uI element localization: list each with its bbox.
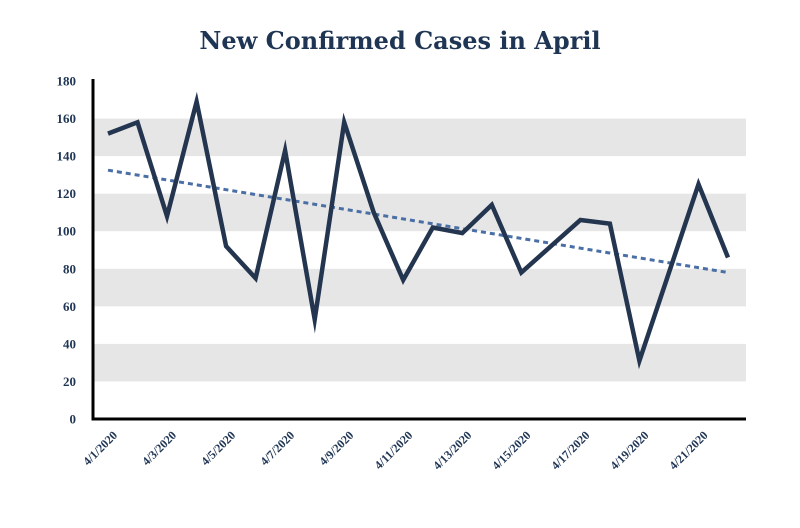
grid-band bbox=[93, 343, 746, 382]
y-tick-label: 120 bbox=[57, 186, 77, 201]
y-tick-label: 180 bbox=[57, 74, 77, 89]
y-tick-label: 20 bbox=[63, 374, 76, 389]
axes bbox=[91, 79, 746, 421]
x-tick-label: 4/3/2020 bbox=[139, 428, 179, 468]
x-tick-label: 4/7/2020 bbox=[257, 428, 297, 468]
grid-band bbox=[93, 193, 746, 232]
x-tick-label: 4/17/2020 bbox=[548, 428, 592, 472]
y-tick-label: 80 bbox=[63, 261, 76, 276]
series-layer bbox=[107, 91, 731, 370]
grid-band bbox=[93, 268, 746, 307]
x-axis-tick-labels: 4/1/2020 4/3/2020 4/5/2020 4/7/2020 4/9/2020… bbox=[80, 428, 711, 472]
x-tick-label: 4/1/2020 bbox=[80, 428, 120, 468]
x-tick-label: 4/15/2020 bbox=[489, 428, 533, 472]
y-tick-label: 0 bbox=[70, 412, 77, 427]
x-tick-label: 4/19/2020 bbox=[607, 428, 651, 472]
y-tick-label: 60 bbox=[63, 299, 76, 314]
trendline-layer bbox=[107, 168, 729, 275]
x-tick-label: 4/21/2020 bbox=[666, 428, 710, 472]
x-tick-label: 4/13/2020 bbox=[430, 428, 474, 472]
series-line bbox=[107, 91, 731, 370]
x-tick-label: 4/9/2020 bbox=[316, 428, 356, 468]
y-tick-label: 140 bbox=[57, 149, 77, 164]
y-tick-label: 40 bbox=[63, 336, 76, 351]
x-tick-label: 4/5/2020 bbox=[198, 428, 238, 468]
chart-title: New Confirmed Cases in April bbox=[199, 26, 601, 55]
y-tick-label: 100 bbox=[57, 224, 77, 239]
y-tick-label: 160 bbox=[57, 111, 77, 126]
y-axis-tick-labels: 0 20 40 60 80 100 120 140 160 180 bbox=[57, 74, 77, 427]
x-tick-label: 4/11/2020 bbox=[372, 428, 416, 472]
trendline bbox=[107, 168, 729, 275]
